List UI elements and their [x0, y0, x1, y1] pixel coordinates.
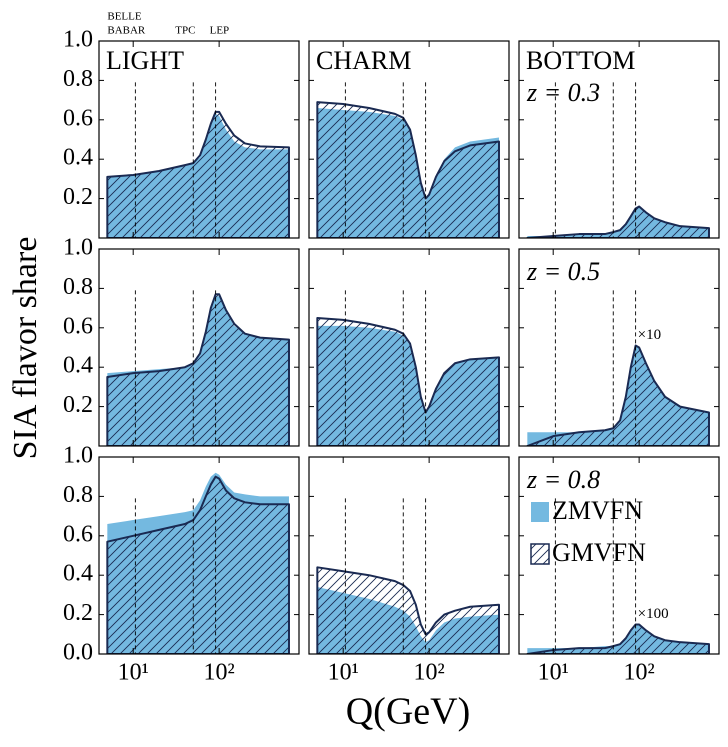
hatched-area: [106, 110, 290, 238]
y-tick-label: 0.4: [63, 561, 93, 587]
hatched-area: [106, 293, 290, 446]
panel-title: LIGHT: [106, 46, 184, 75]
panel-frame: [518, 248, 720, 447]
x-tick-label: 10²: [204, 660, 235, 686]
panel-title: BOTTOM: [526, 46, 635, 75]
z-label: z = 0.3: [526, 78, 600, 107]
panel-frame: [308, 40, 510, 239]
y-tick-label: 0.6: [63, 521, 93, 547]
panel-frame: [518, 456, 720, 655]
x-tick-label: 10¹: [538, 660, 569, 686]
y-tick-label: 0.0: [63, 640, 93, 666]
legend-swatch: [531, 502, 549, 522]
scale-label: ×10: [638, 327, 661, 343]
legend-label: GMVFN: [552, 538, 646, 567]
z-label: z = 0.8: [526, 465, 600, 494]
panel-title: CHARM: [316, 46, 411, 75]
panel-frame: [308, 456, 510, 655]
panel-frame: [98, 456, 300, 655]
y-tick-label: 0.6: [63, 105, 93, 131]
hatched-area: [316, 316, 500, 446]
scale-label: ×100: [638, 606, 669, 622]
panel-frame: [98, 248, 300, 447]
y-tick-label: 0.2: [63, 600, 93, 626]
legend-label: ZMVFN: [552, 496, 643, 525]
experiment-label: LEP: [210, 25, 230, 37]
legend-swatch: [530, 543, 550, 565]
y-tick-label: 0.6: [63, 313, 93, 339]
hatched-area: [526, 205, 710, 238]
x-tick-label: 10²: [624, 660, 655, 686]
y-tick-label: 1.0: [63, 235, 93, 261]
hatched-area: [526, 344, 710, 446]
y-tick-label: 0.8: [63, 274, 93, 300]
y-tick-label: 0.4: [63, 145, 93, 171]
x-tick-label: 10¹: [118, 660, 149, 686]
y-tick-label: 0.4: [63, 353, 93, 379]
y-tick-label: 0.2: [63, 184, 93, 210]
experiment-label: TPC: [175, 25, 195, 37]
x-tick-label: 10²: [414, 660, 445, 686]
hatched-area: [316, 101, 500, 238]
y-tick-label: 1.0: [63, 27, 93, 53]
y-axis-label: SIA flavor share: [7, 237, 44, 460]
hatched-area: [106, 475, 290, 654]
y-tick-label: 1.0: [63, 443, 93, 469]
hatched-area: [316, 566, 500, 654]
panel-frame: [518, 40, 720, 239]
panel-frame: [98, 40, 300, 239]
x-tick-label: 10¹: [328, 660, 359, 686]
hatched-area: [526, 623, 710, 654]
y-tick-label: 0.2: [63, 392, 93, 418]
y-tick-label: 0.8: [63, 66, 93, 92]
x-axis-label: Q(GeV): [346, 691, 471, 733]
experiment-label: BABAR: [107, 25, 146, 37]
panel-frame: [308, 248, 510, 447]
z-label: z = 0.5: [526, 257, 600, 286]
experiment-label: BELLE: [107, 11, 141, 23]
y-tick-label: 0.8: [63, 482, 93, 508]
